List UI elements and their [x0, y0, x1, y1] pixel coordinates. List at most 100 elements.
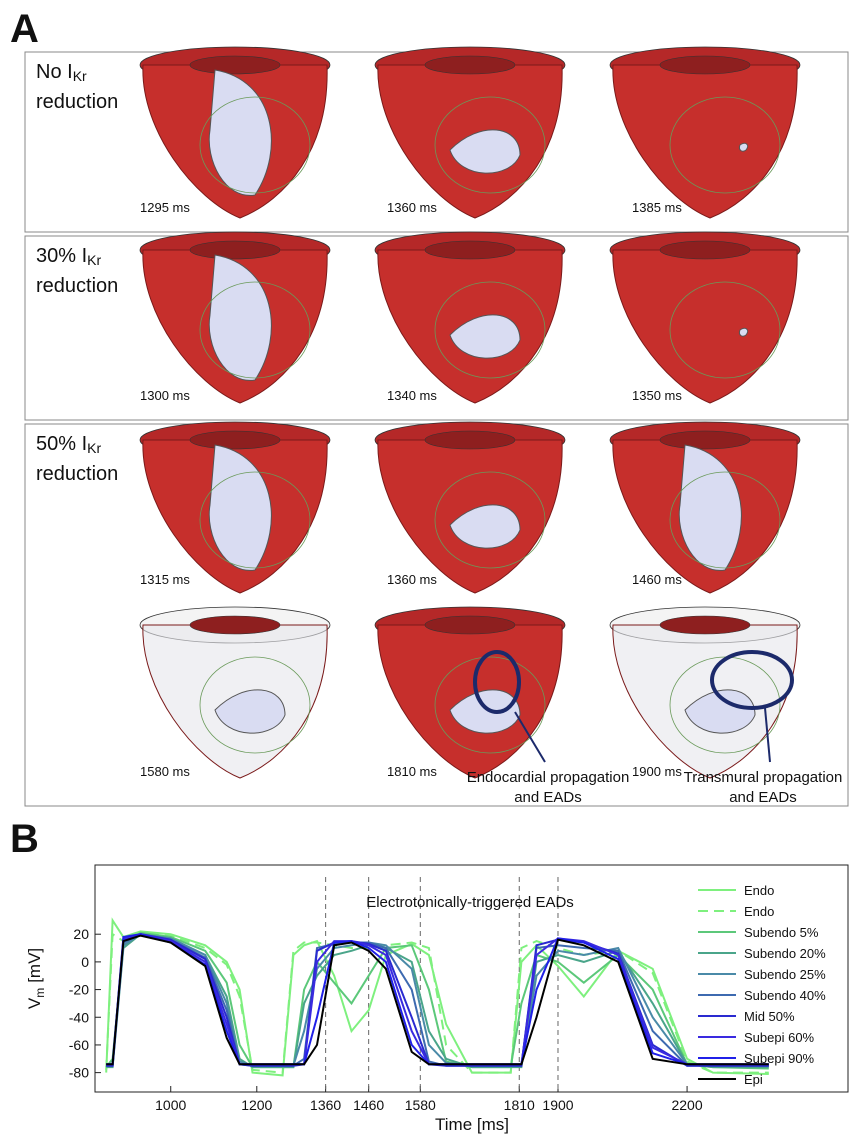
plot-frame [94, 864, 849, 1093]
heart [139, 46, 331, 219]
annotation: and EADs [514, 789, 582, 806]
series-line [105, 931, 769, 1070]
isochrone [669, 281, 781, 379]
heart-cavity [424, 55, 516, 75]
y-axis-title-sub: m [33, 988, 47, 998]
y-axis-title-unit: [mV] [25, 948, 44, 983]
y-axis-title-main: V [25, 997, 44, 1009]
y-tick-label: 0 [81, 954, 89, 970]
x-tick-label: 1900 [542, 1097, 573, 1113]
x-tick-label: 1360 [310, 1097, 341, 1113]
isochrone [434, 96, 546, 194]
annotation: Endocardial propagation [467, 769, 630, 786]
heart-cavity [189, 55, 281, 75]
x-tick-label: 1000 [155, 1097, 186, 1113]
activation-front [739, 142, 749, 152]
row-label: 30% IKr [36, 245, 101, 268]
x-tick-label: 1580 [405, 1097, 436, 1113]
legend-label: Epi [744, 1072, 763, 1087]
isochrone [434, 471, 546, 569]
row-label-text: No I [36, 61, 73, 83]
legend-label: Subepi 60% [744, 1030, 815, 1045]
legend-label: Subendo 25% [744, 967, 826, 982]
time-label: 1385 ms [632, 200, 682, 215]
chart-annotation: Electrotonically-triggered EADs [366, 894, 574, 911]
series-line [105, 931, 769, 1074]
time-label: 1810 ms [387, 764, 437, 779]
row-label: reduction [36, 91, 118, 113]
heart [374, 421, 566, 594]
legend-label: Subepi 90% [744, 1051, 815, 1066]
row-label: reduction [36, 275, 118, 297]
heart-cavity [424, 240, 516, 260]
heart [374, 46, 566, 219]
heart-cavity [659, 55, 751, 75]
time-label: 1295 ms [140, 200, 190, 215]
row-label-subscript: Kr [87, 440, 101, 456]
heart-cavity [659, 615, 751, 635]
y-tick-label: -20 [69, 982, 89, 998]
row-label-text: 50% I [36, 433, 87, 455]
row-label-subscript: Kr [73, 68, 87, 84]
heart [609, 46, 801, 219]
series-line [105, 917, 769, 1077]
arrow [514, 711, 546, 763]
row-label-text: 30% I [36, 245, 87, 267]
isochrone [199, 281, 311, 379]
panel-label: B [10, 817, 39, 861]
panel-label: A [10, 7, 39, 51]
y-tick-label: -60 [69, 1037, 89, 1053]
heart-cavity [189, 240, 281, 260]
legend-label: Subendo 20% [744, 946, 826, 961]
heart [609, 606, 801, 779]
x-axis-title: Time [ms] [435, 1115, 509, 1134]
heart [139, 421, 331, 594]
activation-front [449, 314, 521, 359]
series-line [106, 933, 769, 1066]
heart [609, 231, 801, 404]
y-tick-label: 20 [73, 926, 89, 942]
isochrone [669, 96, 781, 194]
time-label: 1300 ms [140, 388, 190, 403]
series-line [106, 934, 769, 1066]
heart-body [612, 249, 798, 404]
activation-front [208, 444, 272, 571]
time-label: 1460 ms [632, 572, 682, 587]
annotation: and EADs [729, 789, 797, 806]
activation-front [214, 689, 286, 734]
legend-label: Endo [744, 904, 774, 919]
time-label: 1350 ms [632, 388, 682, 403]
heart [609, 421, 801, 594]
x-tick-label: 1460 [353, 1097, 384, 1113]
isochrone [434, 281, 546, 379]
row-label: No IKr [36, 61, 87, 84]
x-tick-label: 1200 [241, 1097, 272, 1113]
series-line [106, 933, 769, 1067]
time-label: 1900 ms [632, 764, 682, 779]
y-tick-label: -80 [69, 1065, 89, 1081]
activation-front [678, 444, 742, 571]
chart: 20 0 -20 -40 -60 -80 1000 1200 1360 1460 1580 1810 1… [25, 864, 849, 1134]
activation-front [449, 504, 521, 549]
isochrone [199, 656, 311, 754]
heart-cavity [189, 615, 281, 635]
row-label: reduction [36, 463, 118, 485]
eads-circle [473, 650, 521, 714]
heart [374, 231, 566, 404]
heart-cavity [424, 615, 516, 635]
isochrone [199, 96, 311, 194]
legend-label: Subendo 40% [744, 988, 826, 1003]
legend-label: Endo [744, 883, 774, 898]
heart [139, 231, 331, 404]
heart [374, 606, 566, 779]
time-label: 1340 ms [387, 388, 437, 403]
legend-label: Subendo 5% [744, 925, 819, 940]
heart-cavity [659, 240, 751, 260]
time-label: 1580 ms [140, 764, 190, 779]
eads-circle [710, 650, 794, 710]
isochrone [669, 471, 781, 569]
y-tick-label: -40 [69, 1009, 89, 1025]
isochrone [434, 656, 546, 754]
